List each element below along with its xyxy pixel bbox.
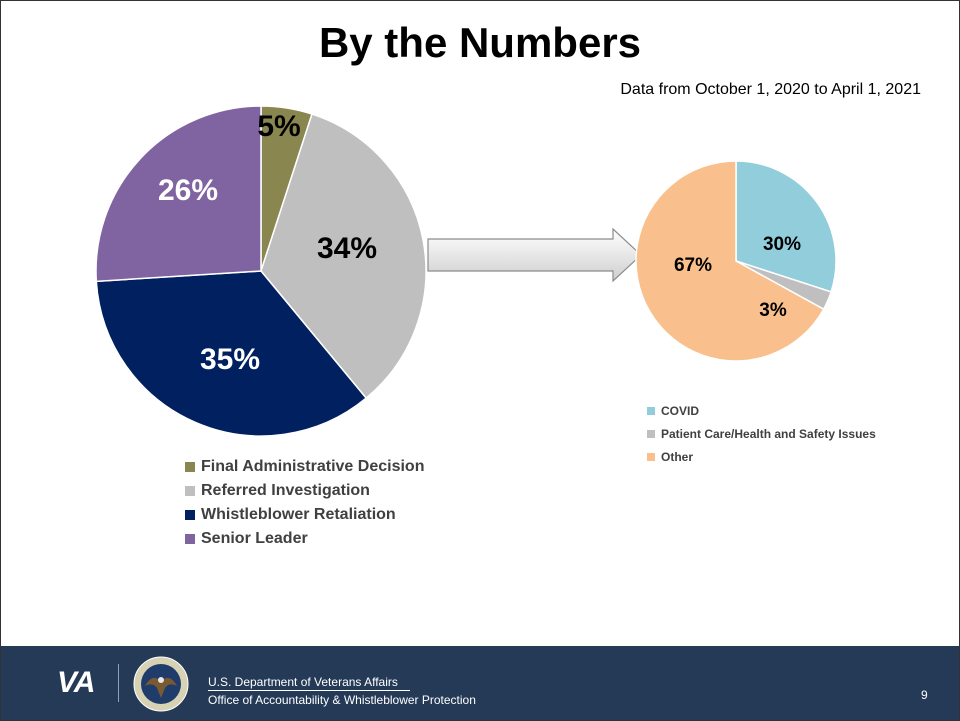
legend-item: Patient Care/Health and Safety Issues <box>647 422 876 445</box>
pie-slice-other <box>635 160 825 362</box>
pie-slice-referred-investigation <box>260 113 427 400</box>
legend-label: Senior Leader <box>201 530 308 547</box>
legend-label: Referred Investigation <box>201 482 370 499</box>
legend-label: COVID <box>661 403 700 418</box>
legend-label: Patient Care/Health and Safety Issues <box>661 426 876 441</box>
data-label: 30% <box>763 234 801 255</box>
legend-item: Whistleblower Retaliation <box>185 503 424 527</box>
va-logo: VA <box>57 666 95 699</box>
legend-swatch <box>185 462 195 472</box>
legend-swatch <box>185 486 195 496</box>
legend-swatch <box>647 429 655 438</box>
data-label: 67% <box>674 255 712 276</box>
data-label: 35% <box>200 343 260 376</box>
right-arrow-icon <box>427 227 642 283</box>
office-name: Office of Accountability & Whistleblower… <box>208 693 476 707</box>
legend-swatch <box>185 534 195 544</box>
page-number: 9 <box>921 688 928 702</box>
legend-item: Final Administrative Decision <box>185 455 424 479</box>
legend-label: Final Administrative Decision <box>201 458 425 475</box>
legend-item: Referred Investigation <box>185 479 424 503</box>
footer-bar: VA U.S. Department of Veterans Affairs O… <box>1 646 959 720</box>
pie-slice-whistleblower-retaliation <box>95 270 368 437</box>
legend-issues: COVID Patient Care/Health and Safety Issu… <box>647 399 876 468</box>
legend-label: Whistleblower Retaliation <box>201 506 396 523</box>
pie-slice-covid <box>735 160 837 293</box>
data-label: 26% <box>158 174 218 207</box>
footer-divider <box>118 664 119 702</box>
legend-swatch <box>647 406 655 415</box>
slide-title: By the Numbers <box>318 19 642 66</box>
legend-categories: Final Administrative Decision Referred In… <box>185 455 424 551</box>
charts-canvas: 5% 34% 35% 26% 30% 3% 67% <box>95 105 837 437</box>
data-label: 34% <box>317 232 377 265</box>
legend-label: Other <box>661 449 694 464</box>
pie-chart-categories: 5% 34% 35% 26% <box>95 105 427 437</box>
date-range-subtitle: Data from October 1, 2020 to April 1, 20… <box>620 81 921 98</box>
legend-item: Other <box>647 445 876 468</box>
legend-swatch <box>647 452 655 461</box>
data-label: 5% <box>257 110 300 143</box>
pie-chart-issues: 30% 3% 67% <box>635 160 837 362</box>
pie-slice-senior-leader <box>95 105 262 283</box>
legend-swatch <box>185 510 195 520</box>
data-label: 3% <box>759 300 787 321</box>
va-seal-icon <box>133 656 189 712</box>
department-name: U.S. Department of Veterans Affairs <box>208 675 410 691</box>
legend-item: Senior Leader <box>185 527 424 551</box>
legend-item: COVID <box>647 399 876 422</box>
